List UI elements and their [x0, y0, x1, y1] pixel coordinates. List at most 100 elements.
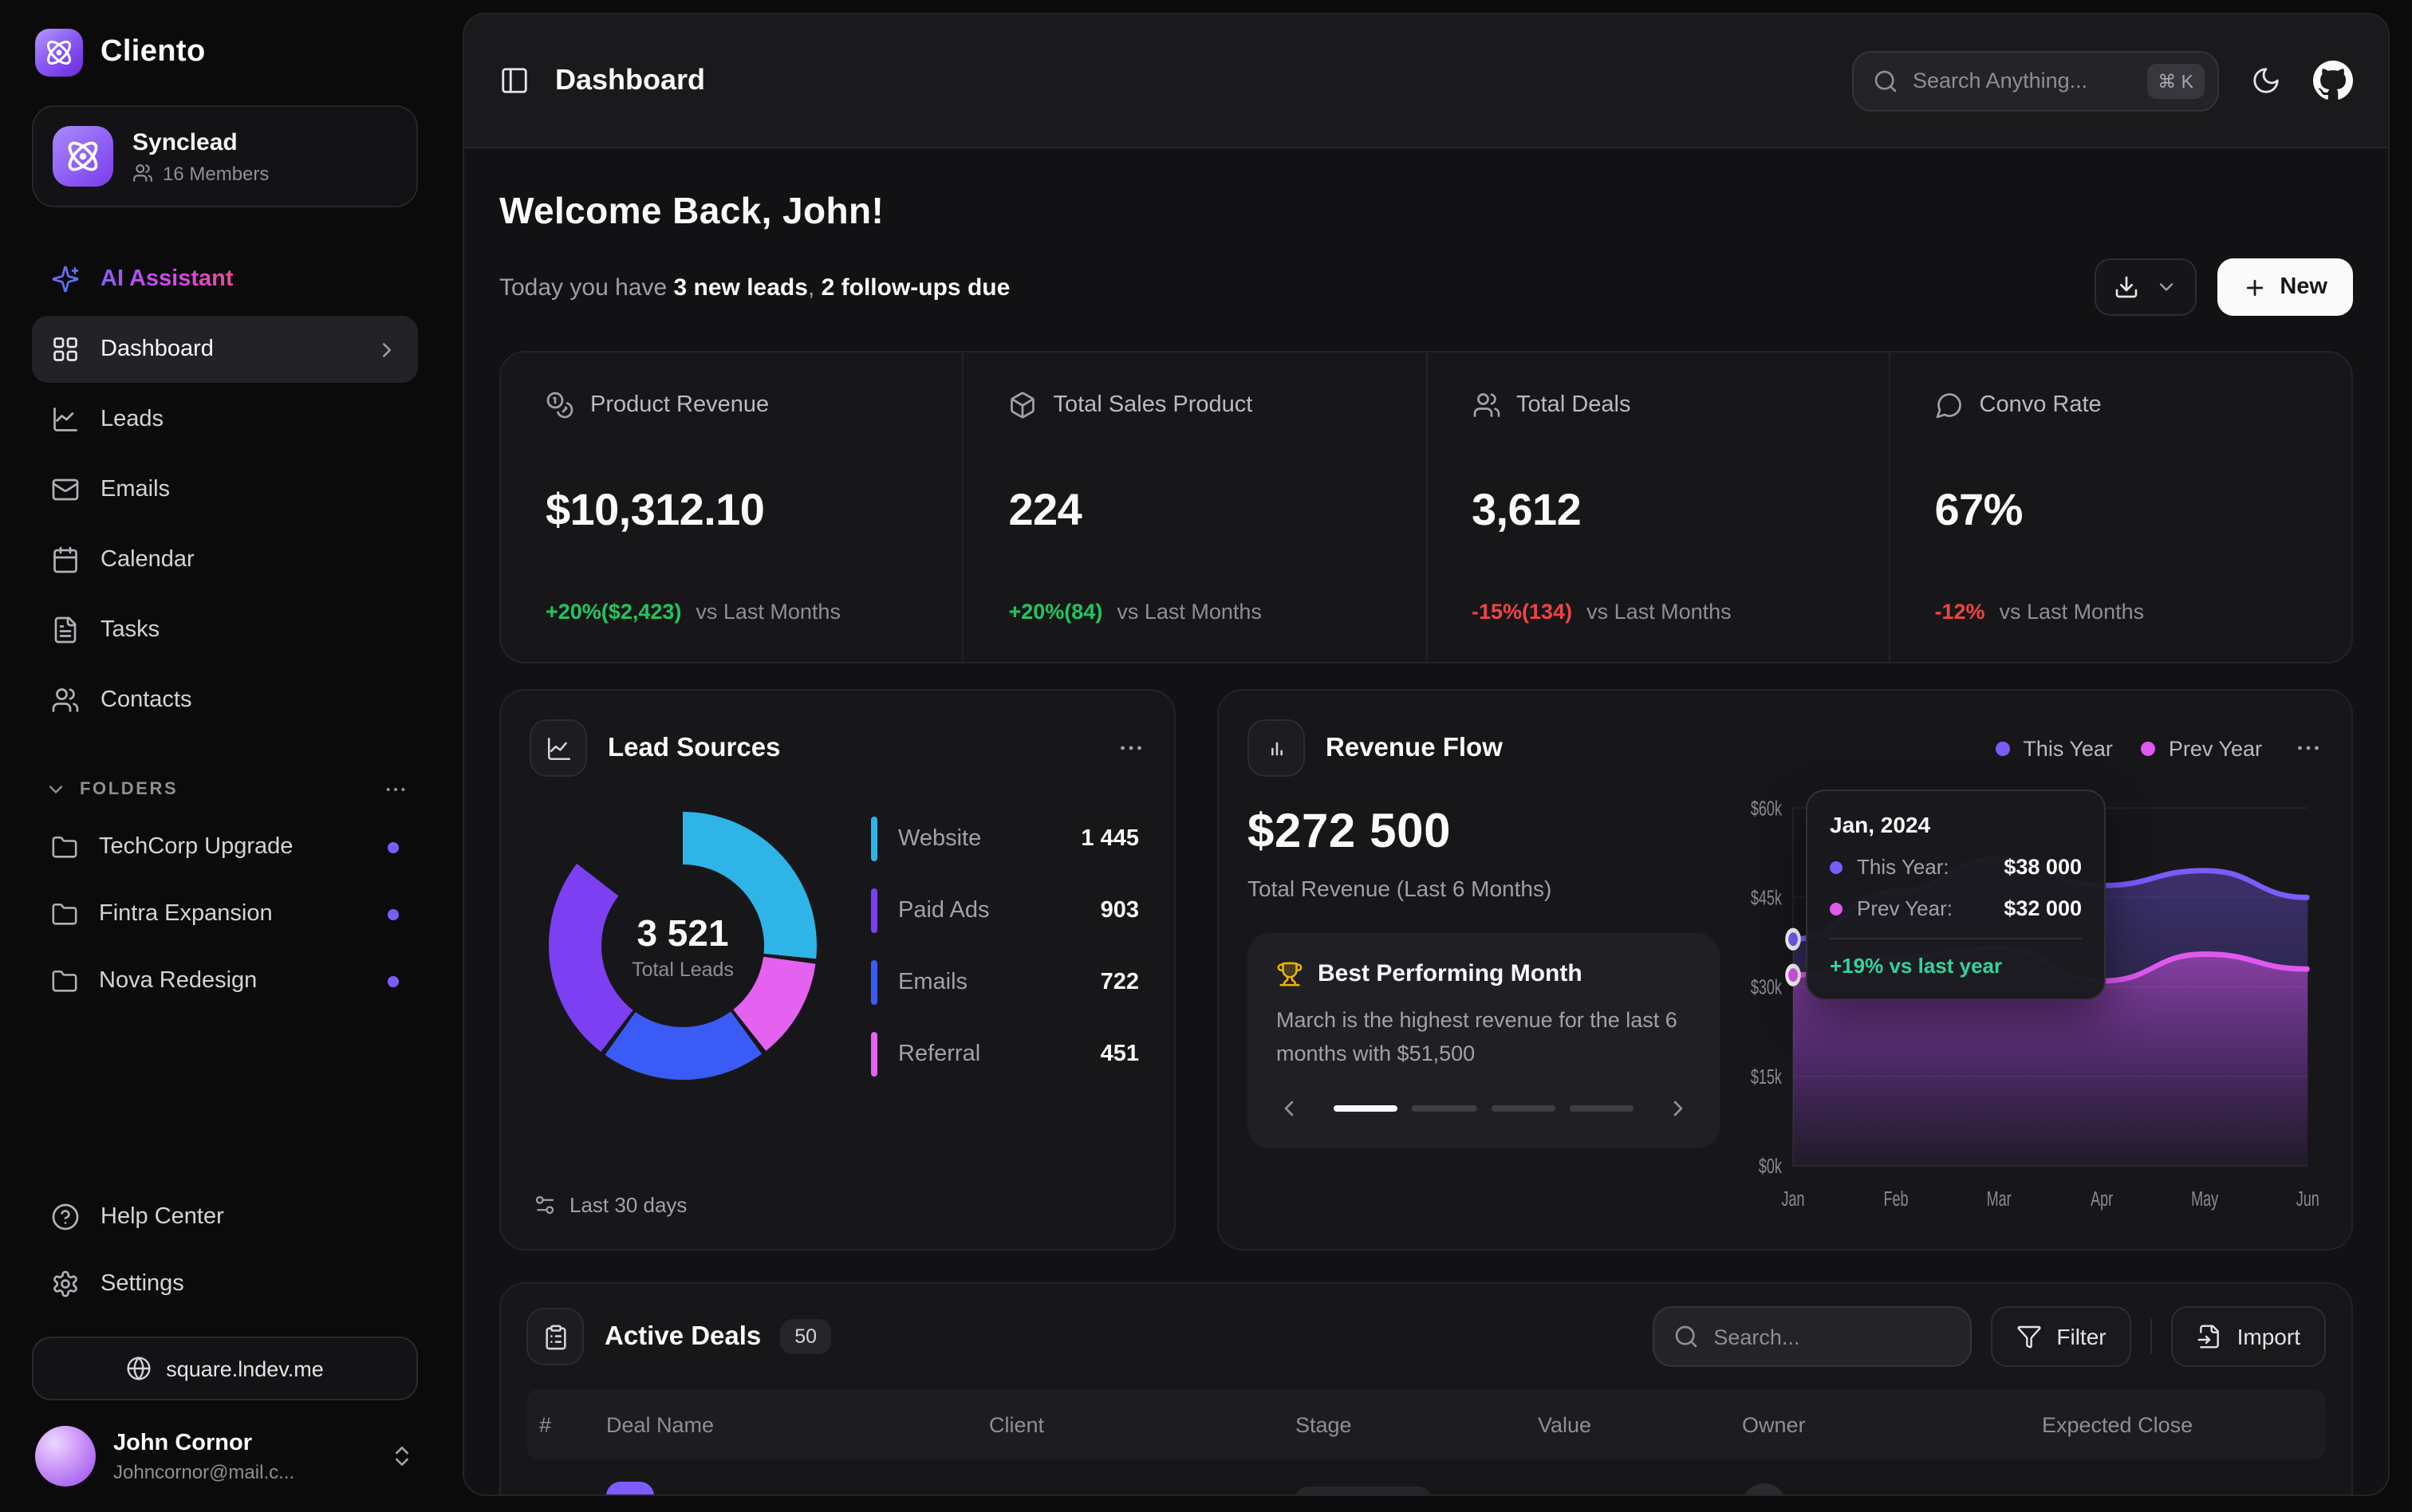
sidebar-item-help-center[interactable]: Help Center	[32, 1183, 418, 1250]
theme-toggle-moon-icon[interactable]	[2251, 65, 2281, 96]
workspace-logo	[53, 126, 113, 187]
folders-header[interactable]: FOLDERS	[32, 766, 418, 813]
svg-text:$30k: $30k	[1751, 975, 1783, 998]
kpi-delta: -12%	[1934, 600, 1985, 624]
folder-fintra-expansion[interactable]: Fintra Expansion	[32, 880, 418, 947]
globe-icon	[126, 1356, 152, 1381]
table-row[interactable]: 1 TU TechCorp Upgrade TechCorp Inc. Nego…	[526, 1459, 2326, 1494]
help-circle-icon	[51, 1203, 80, 1231]
donut-legend: Website 1 445 Paid Ads 903 Emails	[871, 816, 1139, 1076]
carousel-pager	[1321, 1105, 1646, 1112]
ellipsis-icon[interactable]	[1117, 734, 1145, 762]
global-search[interactable]: ⌘ K	[1852, 50, 2219, 111]
sidebar-item-contacts[interactable]: Contacts	[32, 667, 418, 734]
sidebar-item-calendar[interactable]: Calendar	[32, 526, 418, 593]
svg-text:$0k: $0k	[1759, 1155, 1783, 1178]
legend-item-referral: Referral 451	[871, 1031, 1139, 1076]
filter-button[interactable]: Filter	[1991, 1306, 2132, 1367]
folder-label: TechCorp Upgrade	[99, 834, 294, 860]
tooltip-delta: +19% vs last year	[1830, 954, 2003, 978]
main-panel: Dashboard ⌘ K Welcome Back, John!	[463, 13, 2390, 1496]
pager-bar[interactable]	[1491, 1105, 1555, 1112]
new-button[interactable]: New	[2217, 258, 2353, 316]
folder-nova-redesign[interactable]: Nova Redesign	[32, 947, 418, 1014]
col-deal-name: Deal Name	[606, 1412, 715, 1436]
svg-text:May: May	[2191, 1187, 2219, 1211]
pager-bar[interactable]	[1412, 1105, 1476, 1112]
total-revenue-value: $272 500	[1247, 805, 1452, 858]
pager-bar-active[interactable]	[1334, 1105, 1398, 1112]
folder-techcorp-upgrade[interactable]: TechCorp Upgrade	[32, 813, 418, 880]
ellipsis-icon[interactable]	[383, 777, 408, 802]
kpi-value: $10,312.10	[546, 484, 765, 534]
svg-text:$45k: $45k	[1751, 886, 1783, 909]
workspace-switcher[interactable]: Synclead 16 Members	[32, 105, 418, 207]
row-actions-ellipsis-icon[interactable]	[2256, 1491, 2313, 1494]
sidebar-item-settings[interactable]: Settings	[32, 1250, 418, 1317]
chevron-left-icon[interactable]	[1276, 1096, 1302, 1121]
sidebar-toggle-button[interactable]	[499, 65, 530, 96]
sidebar-item-label: Emails	[100, 477, 171, 502]
lead-sources-card: Lead Sources 3 521 Total Leads	[499, 689, 1176, 1250]
domain-link-button[interactable]: square.lndev.me	[32, 1337, 418, 1400]
chevron-right-icon[interactable]	[1665, 1096, 1691, 1121]
global-search-input[interactable]	[1913, 69, 2133, 93]
best-month-text: March is the highest revenue for the las…	[1276, 1008, 1677, 1065]
deals-count-badge: 50	[780, 1319, 832, 1354]
col-client: Client	[989, 1412, 1045, 1436]
best-month-card: Best Performing Month March is the highe…	[1247, 933, 1720, 1148]
mail-icon	[51, 475, 80, 504]
sidebar-item-leads[interactable]: Leads	[32, 386, 418, 453]
kpi-value: 67%	[1934, 484, 2024, 534]
file-import-icon	[2197, 1324, 2223, 1349]
profile-menu[interactable]: John Cornor Johncornor@mail.c...	[32, 1423, 418, 1486]
tooltip-this-year: This Year: $38 000	[1830, 855, 2082, 879]
users-icon	[51, 686, 80, 715]
deals-search[interactable]	[1653, 1306, 1973, 1367]
revenue-flow-card: Revenue Flow This Year Prev Year $272 50…	[1217, 689, 2353, 1250]
sidebar-item-tasks[interactable]: Tasks	[32, 597, 418, 663]
svg-text:Jan: Jan	[1782, 1187, 1805, 1211]
avatar	[35, 1426, 96, 1486]
atom-icon	[45, 38, 73, 67]
search-shortcut: ⌘ K	[2146, 63, 2205, 98]
col-value: Value	[1538, 1412, 1592, 1436]
package-icon	[1009, 391, 1038, 419]
export-split-button[interactable]	[2095, 258, 2197, 316]
sidebar-item-emails[interactable]: Emails	[32, 456, 418, 523]
deals-table-header: # Deal Name Client Stage Value Owner Exp…	[526, 1389, 2326, 1459]
kpi-label: Total Deals	[1516, 392, 1631, 418]
svg-text:Mar: Mar	[1987, 1187, 2012, 1211]
deals-search-input[interactable]	[1713, 1325, 1958, 1349]
svg-text:$15k: $15k	[1751, 1065, 1783, 1089]
chart-tooltip: Jan, 2024 This Year: $38 000 Prev Year:	[1806, 789, 2106, 1000]
sidebar-item-label: Tasks	[100, 617, 160, 643]
sparkles-icon	[51, 265, 80, 293]
sidebar-item-ai-assistant[interactable]: AI Assistant	[32, 246, 418, 313]
workspace-members: 16 Members	[163, 162, 270, 184]
welcome-subtitle: Today you have 3 new leads, 2 follow-ups…	[499, 274, 1011, 301]
folder-status-dot	[388, 908, 399, 919]
coins-icon	[546, 391, 574, 419]
profile-name: John Cornor	[113, 1430, 252, 1455]
donut-total-label: Total Leads	[632, 958, 734, 980]
welcome-title: Welcome Back, John!	[499, 190, 885, 231]
legend-color-bar	[871, 816, 877, 860]
dashboard-content: Welcome Back, John! Today you have 3 new…	[464, 148, 2388, 1494]
github-icon[interactable]	[2313, 61, 2353, 100]
calendar-icon	[51, 545, 80, 574]
pager-bar[interactable]	[1569, 1105, 1634, 1112]
import-button[interactable]: Import	[2171, 1306, 2326, 1367]
sidebar: Cliento Synclead 16 Members	[0, 0, 450, 1512]
folder-status-dot	[388, 841, 399, 852]
topbar: Dashboard ⌘ K	[464, 14, 2388, 148]
card-title: Active Deals	[605, 1321, 762, 1350]
sidebar-nav: AI Assistant Dashboard Leads	[32, 246, 418, 734]
chevron-down-icon	[45, 778, 67, 801]
col-stage: Stage	[1295, 1412, 1352, 1436]
ellipsis-icon[interactable]	[2294, 734, 2323, 762]
folder-status-dot	[388, 975, 399, 986]
sidebar-item-dashboard[interactable]: Dashboard	[32, 316, 418, 383]
kpi-value: 224	[1008, 484, 1082, 534]
